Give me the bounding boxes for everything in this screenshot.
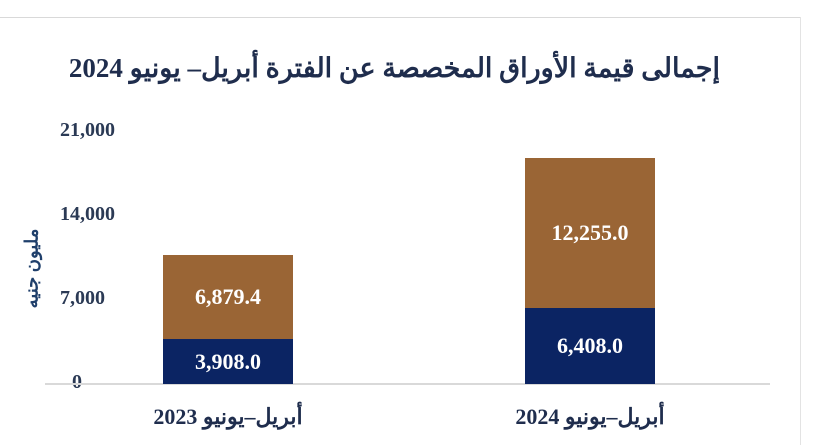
bar-2024-top-value: 12,255.0 — [551, 220, 629, 245]
y-tick-21000: 21,000 — [60, 119, 115, 141]
y-axis-label: مليون جنيه — [21, 228, 42, 309]
chart-title: إجمالى قيمة الأوراق المخصصة عن الفترة أب… — [68, 53, 720, 83]
x-label-2023: أبريل–يونيو 2023 — [153, 404, 303, 429]
bar-2023-top-segment: 6,879.4 — [163, 255, 293, 339]
frame-right-border — [800, 17, 801, 445]
x-axis-line — [45, 383, 770, 385]
bar-2023-bottom-value: 3,908.0 — [195, 348, 261, 374]
y-tick-0: 0 — [72, 371, 82, 393]
bar-2024-bottom-segment: 6,408.0 — [525, 308, 655, 384]
bar-2023-top-value: 6,879.4 — [195, 284, 261, 309]
bar-2023-bottom-segment: 3,908.0 — [163, 339, 293, 384]
frame-top-border — [0, 17, 801, 18]
y-tick-14000: 14,000 — [60, 203, 115, 225]
bar-2024-bottom-value: 6,408.0 — [557, 333, 623, 358]
bar-2024-top-segment: 12,255.0 — [525, 158, 655, 308]
x-label-2024: أبريل–يونيو 2024 — [515, 404, 665, 429]
y-tick-7000: 7,000 — [60, 287, 105, 309]
